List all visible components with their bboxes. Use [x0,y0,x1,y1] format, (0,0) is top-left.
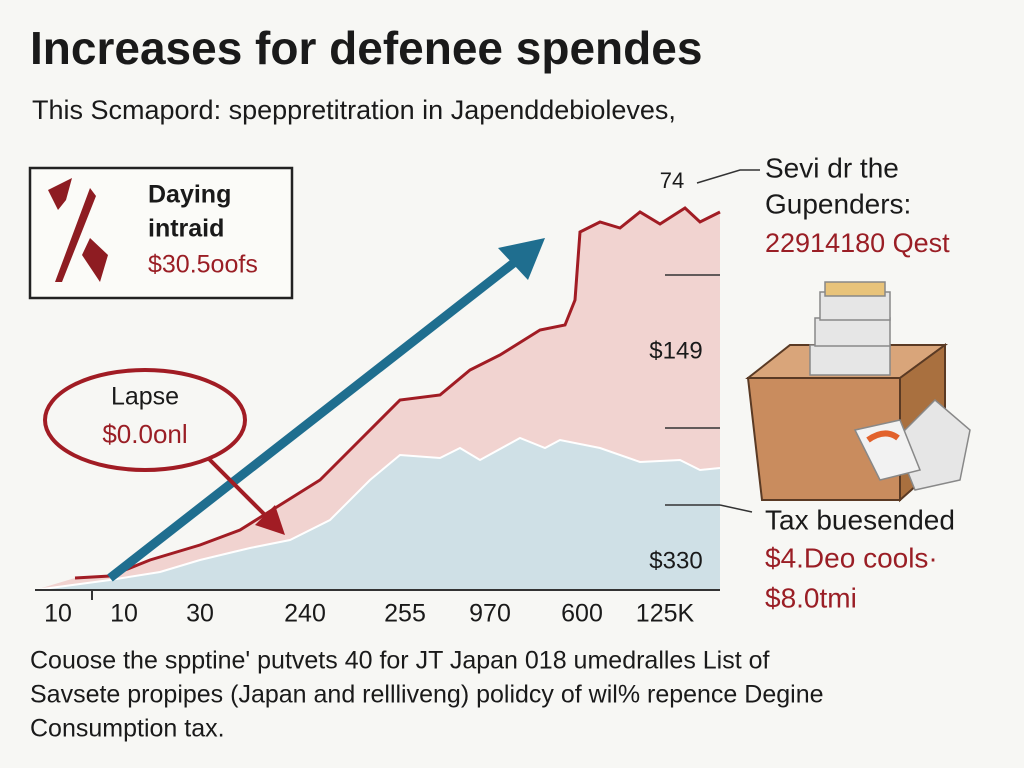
note-text: $8.0tmi [765,582,857,613]
bills [809,344,891,376]
x-label: 240 [284,600,326,628]
note-text: $4.Deo cools· [765,542,938,573]
x-label: 255 [384,600,426,628]
right-label: 74 [660,168,684,193]
leader [696,169,760,184]
bills [814,317,891,347]
x-label: 125K [636,600,695,628]
blue-area [35,438,720,590]
oval-text: $0.0onl [102,419,187,449]
callout-icon [48,178,108,282]
accent [866,430,900,443]
x-label: 10 [44,600,72,628]
x-label: 970 [469,600,511,628]
oval-arrow-head [255,505,285,535]
oval-arrow [206,456,270,520]
note-text: Sevi dr the [765,152,899,183]
x-label: 10 [110,600,138,628]
title: Increases for defenee spendes [30,22,702,74]
blue-arrow-head [498,238,545,280]
subtitle: This Scmapord: speppretitration in Japen… [32,95,676,125]
x-label: 600 [561,600,603,628]
footer-text: Savsete propipes (Japan and rellliveng) … [30,681,824,709]
footer-text: Couose the spptine' putvets 40 for JT Ja… [30,647,770,675]
white-line [34,436,721,591]
red-line [74,206,721,580]
x-label: 30 [186,600,214,628]
blue-arrow [107,254,523,582]
bills [824,281,886,297]
leader [719,504,753,513]
callout-text: intraid [148,215,224,243]
oval [43,368,247,472]
note-text: Gupenders: [765,188,911,219]
right-label: $149 [649,337,702,364]
footer-text: Consumption tax. [30,715,225,743]
callout-text: $30.5oofs [148,251,258,279]
callout-text: Daying [148,181,231,209]
oval-text: Lapse [111,383,179,411]
right-label: $330 [649,547,702,574]
note-text: Tax buesended [765,504,955,535]
note-text: 22914180 Qest [765,228,950,258]
